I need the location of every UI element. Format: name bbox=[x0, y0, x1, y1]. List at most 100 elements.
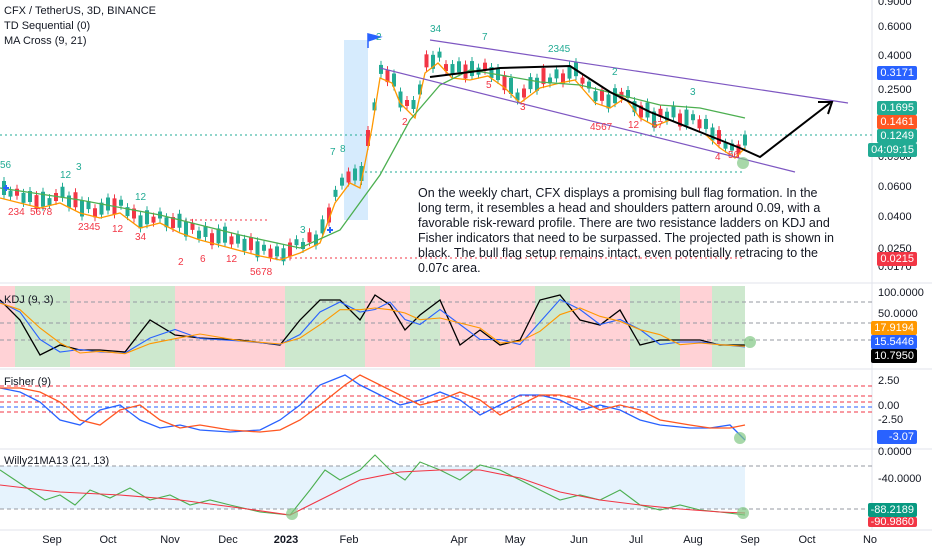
candle bbox=[418, 84, 422, 95]
ma-cross-legend[interactable]: MA Cross (9, 21) bbox=[4, 35, 87, 47]
candle bbox=[691, 114, 695, 121]
candle bbox=[119, 199, 123, 206]
candle bbox=[736, 144, 741, 155]
time-label: May bbox=[504, 534, 526, 546]
td-count-label: 5678 bbox=[30, 207, 53, 218]
td-count-label: 2 bbox=[612, 67, 618, 78]
candle bbox=[301, 242, 305, 249]
kdj-j-line bbox=[0, 294, 745, 356]
time-label: Jun bbox=[570, 534, 588, 546]
candle bbox=[502, 75, 507, 91]
candle bbox=[21, 192, 26, 203]
time-label: Nov bbox=[160, 534, 180, 546]
kdj-tag-d: 17.9194 bbox=[871, 321, 917, 335]
willy-ma-line bbox=[0, 469, 746, 516]
candle bbox=[593, 91, 598, 102]
kdj-highlight-dot bbox=[744, 336, 756, 348]
candle bbox=[262, 244, 266, 251]
candle bbox=[431, 54, 435, 69]
time-label: No bbox=[862, 534, 878, 546]
td-count-label: 3 bbox=[520, 102, 526, 113]
candle bbox=[249, 237, 253, 251]
fisher-tick: 0.00 bbox=[878, 400, 900, 412]
candle bbox=[730, 143, 734, 151]
kdj-tick: 50.0000 bbox=[878, 308, 918, 320]
price-tag-countdown: 04:09:15 bbox=[868, 143, 917, 157]
td-count-label: 4567 bbox=[590, 122, 613, 133]
candle bbox=[515, 92, 520, 101]
candle bbox=[528, 77, 533, 90]
candle bbox=[561, 73, 565, 84]
candle bbox=[710, 127, 715, 141]
candle bbox=[145, 210, 149, 225]
candle bbox=[236, 234, 240, 244]
candle bbox=[489, 66, 494, 78]
price-tag-last: 0.1249 bbox=[877, 129, 917, 143]
td-count-label: 7 bbox=[482, 32, 488, 43]
highlight-dot bbox=[737, 157, 749, 169]
candle bbox=[125, 207, 130, 217]
kdj-zone bbox=[440, 286, 535, 367]
candle bbox=[197, 230, 201, 239]
candle bbox=[184, 221, 188, 237]
price-tick: 0.4000 bbox=[878, 50, 912, 62]
candle bbox=[424, 54, 429, 68]
willy-pane-label[interactable]: Willy21MA13 (21, 13) bbox=[4, 455, 110, 467]
time-label: Apr bbox=[450, 534, 468, 546]
time-label: Sep bbox=[740, 534, 760, 546]
chart-annotation-text[interactable]: On the weekly chart, CFX displays a prom… bbox=[418, 186, 834, 275]
candle bbox=[229, 236, 234, 245]
candle bbox=[411, 100, 416, 109]
candle bbox=[652, 111, 656, 128]
price-tag-ma-slow: 0.1695 bbox=[877, 101, 917, 115]
price-tick: 0.0400 bbox=[878, 211, 912, 223]
candle bbox=[509, 78, 513, 94]
kdj-pane-label[interactable]: KDJ (9, 3) bbox=[4, 294, 54, 306]
symbol-legend[interactable]: CFX / TetherUS, 3D, BINANCE bbox=[4, 5, 157, 17]
candle bbox=[171, 217, 175, 228]
candle bbox=[587, 81, 591, 89]
fisher-tick: -2.50 bbox=[878, 414, 904, 426]
candle bbox=[320, 219, 325, 234]
cross-icon bbox=[3, 185, 9, 191]
fisher-pane-label[interactable]: Fisher (9) bbox=[4, 376, 52, 388]
candle bbox=[242, 238, 247, 251]
td-count-label: 2 bbox=[402, 117, 408, 128]
candle bbox=[60, 186, 65, 198]
fisher-tick: 2.50 bbox=[878, 375, 900, 387]
td-sequential-legend[interactable]: TD Sequential (0) bbox=[4, 20, 91, 32]
fisher-trigger-line bbox=[0, 374, 746, 433]
td-count-label: 67 bbox=[652, 120, 664, 131]
td-count-label: 3 bbox=[300, 225, 306, 236]
price-tag-ma-fast: 0.1461 bbox=[877, 115, 917, 129]
td-count-label: 56 bbox=[728, 150, 740, 161]
candle bbox=[223, 226, 227, 243]
kdj-zone bbox=[712, 286, 745, 367]
kdj-zone bbox=[285, 286, 365, 367]
time-label: Feb bbox=[339, 534, 359, 546]
candle bbox=[606, 94, 611, 109]
candle bbox=[288, 242, 292, 257]
candle bbox=[268, 248, 273, 258]
candle bbox=[28, 191, 32, 202]
candle bbox=[535, 77, 539, 91]
candle bbox=[405, 100, 409, 106]
candle bbox=[723, 142, 728, 149]
candle bbox=[665, 111, 669, 121]
candle bbox=[548, 77, 552, 84]
td-count-label: 3 bbox=[690, 87, 696, 98]
candle bbox=[47, 198, 52, 206]
kdj-tag-k: 15.5446 bbox=[871, 335, 917, 349]
willy-tick: 0.0000 bbox=[878, 446, 912, 458]
candle bbox=[639, 105, 643, 118]
candle bbox=[346, 171, 351, 183]
candle bbox=[567, 65, 572, 79]
price-tick: 0.6000 bbox=[878, 21, 912, 33]
td-count-label: 234 bbox=[8, 207, 25, 218]
kdj-zone bbox=[680, 286, 712, 367]
candle bbox=[210, 233, 214, 246]
candle bbox=[67, 195, 71, 208]
candle bbox=[340, 177, 344, 186]
td-count-label: 3 bbox=[76, 162, 82, 173]
